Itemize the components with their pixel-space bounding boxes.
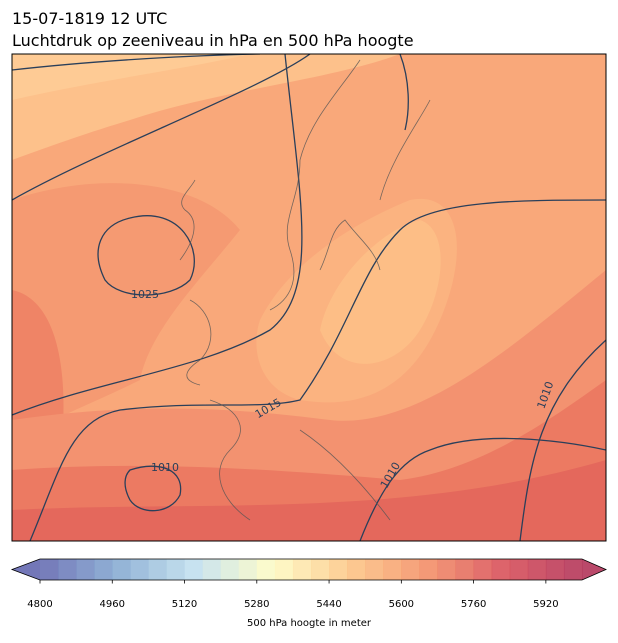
colorbar-step bbox=[527, 559, 547, 580]
colorbar-step bbox=[347, 559, 366, 580]
colorbar-step bbox=[112, 559, 131, 580]
colorbar-step bbox=[166, 559, 186, 580]
colorbar-step bbox=[545, 559, 565, 580]
contour-label: 1025 bbox=[131, 288, 159, 301]
colorbar-step bbox=[256, 559, 276, 580]
colorbar-extend-low bbox=[12, 559, 40, 580]
title-line: Luchtdruk op zeeniveau in hPa en 500 hPa… bbox=[12, 31, 414, 50]
colorbar-tick-label: 4960 bbox=[100, 599, 125, 610]
colorbar-tick-label: 5920 bbox=[533, 599, 558, 610]
title-line: 15-07-1819 12 UTC bbox=[12, 9, 167, 28]
colorbar-step bbox=[455, 559, 475, 580]
colorbar-step bbox=[94, 559, 113, 580]
colorbar-step bbox=[509, 559, 529, 580]
colorbar-step bbox=[220, 559, 240, 580]
colorbar-step bbox=[473, 559, 493, 580]
colorbar-step bbox=[184, 559, 204, 580]
colorbar-tick-label: 5280 bbox=[244, 599, 269, 610]
colorbar-step bbox=[365, 559, 384, 580]
map bbox=[12, 54, 606, 541]
colorbar-step bbox=[491, 559, 511, 580]
colorbar-label: 500 hPa hoogte in meter bbox=[247, 618, 372, 629]
colorbar-tick-label: 5120 bbox=[172, 599, 197, 610]
colorbar-extend-high bbox=[582, 559, 606, 580]
colorbar-tick-label: 5760 bbox=[461, 599, 486, 610]
colorbar-step bbox=[437, 559, 457, 580]
colorbar-step bbox=[148, 559, 167, 580]
colorbar-step bbox=[202, 559, 222, 580]
colorbar-step bbox=[274, 559, 294, 580]
colorbar-step bbox=[292, 559, 312, 580]
colorbar: 4800 4960 5120 5280 5440 5600 5760 5920 bbox=[10, 558, 607, 610]
map-frame bbox=[11, 53, 607, 542]
colorbar-step bbox=[238, 559, 258, 580]
colorbar-step bbox=[563, 559, 583, 580]
colorbar-step bbox=[130, 559, 149, 580]
colorbar-outline bbox=[10, 558, 607, 581]
colorbar-tick-label: 4800 bbox=[27, 599, 52, 610]
contour-label: 1010 bbox=[151, 461, 179, 474]
colorbar-step bbox=[329, 559, 348, 580]
colorbar-step bbox=[76, 559, 95, 580]
colorbar-step bbox=[419, 559, 438, 580]
colorbar-step bbox=[401, 559, 420, 580]
colorbar-step bbox=[40, 559, 59, 580]
colorbar-step bbox=[383, 559, 402, 580]
colorbar-tick-label: 5600 bbox=[389, 599, 414, 610]
colorbar-step bbox=[58, 559, 77, 580]
colorbar-tick-label: 5440 bbox=[316, 599, 341, 610]
colorbar-step bbox=[311, 559, 330, 580]
